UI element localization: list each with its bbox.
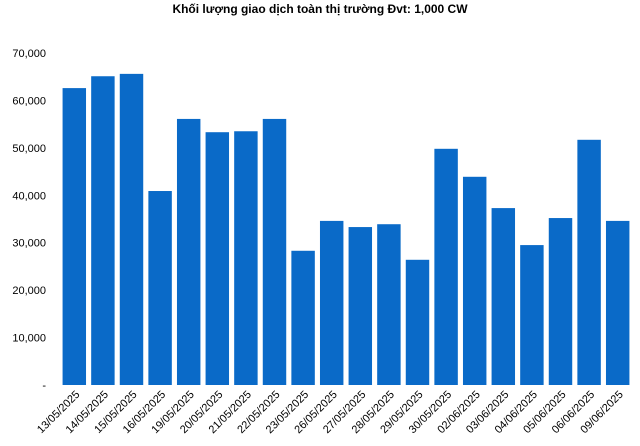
y-tick-label: 20,000	[12, 285, 46, 297]
bar	[62, 88, 87, 386]
bar	[548, 218, 573, 385]
y-tick-label: 10,000	[12, 333, 46, 345]
bar	[291, 250, 315, 385]
bar	[577, 139, 601, 385]
bar	[348, 227, 373, 385]
bar	[148, 191, 172, 385]
bar	[91, 76, 115, 386]
y-tick-label: 60,000	[12, 95, 46, 107]
y-tick-label: 30,000	[12, 238, 46, 250]
bar	[605, 220, 630, 385]
bar	[205, 132, 230, 385]
y-tick-label: 50,000	[12, 143, 46, 155]
bar	[491, 208, 516, 385]
bar	[262, 118, 287, 385]
bar	[520, 245, 544, 385]
y-tick-label: -	[42, 380, 46, 392]
chart-title: Khối lượng giao dịch toàn thị trường Đvt…	[172, 2, 468, 16]
bar	[462, 176, 487, 385]
bar	[234, 131, 258, 385]
bar	[405, 259, 430, 385]
bar	[319, 220, 344, 385]
y-tick-label: 70,000	[12, 48, 46, 60]
bar	[434, 148, 458, 385]
bar	[377, 224, 401, 385]
bar	[119, 73, 144, 386]
y-tick-label: 40,000	[12, 190, 46, 202]
bar	[176, 118, 201, 385]
